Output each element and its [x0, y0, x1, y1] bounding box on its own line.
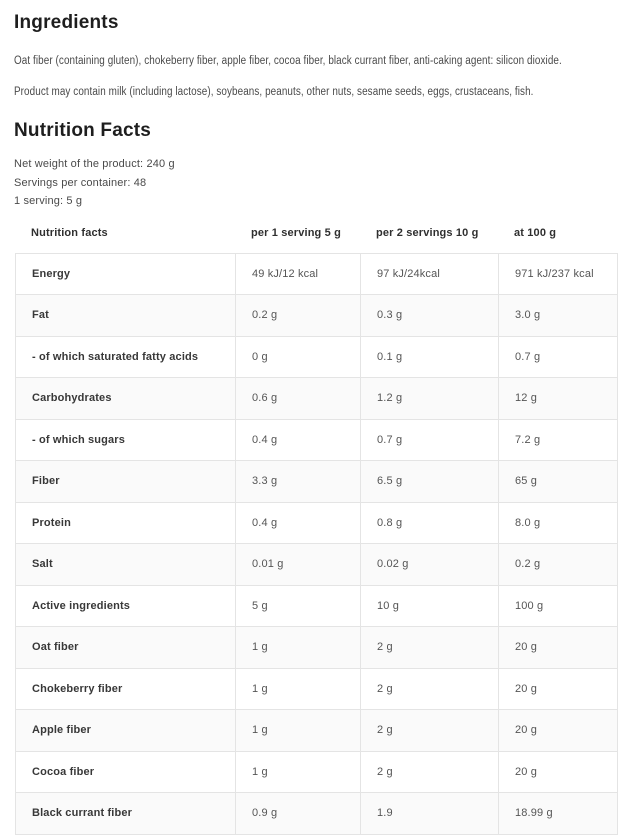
nutrition-facts-table: Energy 49 kJ/12 kcal 97 kJ/24kcal 971 kJ/23… — [15, 252, 618, 835]
serving-size-text: 1 serving: 5 g — [14, 195, 83, 207]
nutrient-label-cell: Chokeberry fiber — [15, 667, 236, 710]
nutrient-label-cell: Black currant fiber — [15, 792, 236, 834]
nutrient-value-cell: 65 g — [498, 460, 618, 502]
nutrient-label-cell: - of which saturated fatty acids — [15, 335, 236, 378]
nutrient-value-cell: 1 g — [235, 626, 361, 668]
allergen-note-text: Product may contain milk (including lact… — [14, 86, 534, 98]
nutrient-value-cell: 1.2 g — [360, 377, 499, 419]
nutrient-label-cell: Energy — [32, 267, 71, 280]
nutrient-value-cell: 10 g — [360, 584, 499, 627]
nutrient-value-cell: 0.2 g — [235, 294, 361, 336]
nutrient-label-cell: Protein — [15, 501, 236, 544]
nutrient-label-cell: Carbohydrates — [15, 377, 236, 419]
nutrient-value-cell: 0.9 g — [235, 792, 361, 834]
nutrient-value-cell: 49 kJ/12 kcal — [235, 253, 361, 295]
nutrient-value-cell: 0.4 g — [235, 501, 361, 544]
nutrient-value-cell: 97 kJ/24kcal — [360, 253, 499, 295]
nutrient-value-cell: 2 g — [360, 709, 499, 751]
nutrient-value-cell: 0.2 g — [498, 543, 618, 585]
column-header-at-100g: at 100 g — [514, 226, 557, 239]
nutrient-value-cell: 20 g — [498, 667, 618, 710]
nutrient-value-cell: 0.7 g — [360, 418, 499, 461]
nutrient-value-cell: 20 g — [498, 709, 618, 751]
nutrition-table-row: - of which saturated fatty acids 0 g 0.1 g… — [15, 335, 618, 378]
nutrient-label-cell: Oat fiber — [15, 626, 236, 668]
nutrient-value-cell: 3.0 g — [498, 294, 618, 336]
nutrient-value-cell: 0 g — [235, 335, 361, 378]
column-header-per-2-servings: per 2 servings 10 g — [376, 226, 479, 239]
nutrient-value-cell: 0.4 g — [235, 418, 361, 461]
nutrient-value-cell: 20 g — [498, 750, 618, 793]
nutrient-value-cell: 1 g — [235, 709, 361, 751]
nutrient-value-cell: 7.2 g — [498, 418, 618, 461]
nutrient-value-cell: 1 g — [235, 667, 361, 710]
nutrient-value-cell: 2 g — [360, 750, 499, 793]
nutrient-value-cell: 100 g — [498, 584, 618, 627]
nutrient-label-cell: Active ingredients — [15, 584, 236, 627]
servings-per-container-text: Servings per container: 48 — [14, 176, 147, 189]
nutrient-value-cell: 3.3 g — [235, 460, 361, 502]
nutrient-label-cell: Salt — [15, 543, 236, 585]
nutrient-value-cell: 18.99 g — [498, 792, 618, 834]
nutrient-value-cell: 6.5 g — [360, 460, 499, 502]
nutrition-table-row: Fat 0.2 g 0.3 g 3.0 g — [15, 294, 618, 336]
nutrient-label-cell: Apple fiber — [15, 709, 236, 751]
column-header-per-1-serving: per 1 serving 5 g — [251, 226, 341, 239]
ingredients-heading: Ingredients — [14, 12, 119, 33]
nutrient-value-cell: 0.1 g — [360, 335, 499, 378]
nutrition-table-header-row: Nutrition facts per 1 serving 5 g per 2 … — [15, 227, 617, 239]
nutrient-label-cell: Fiber — [15, 460, 236, 502]
nutrition-table-row: Protein 0.4 g 0.8 g 8.0 g — [15, 501, 618, 544]
nutrition-table-row: Energy 49 kJ/12 kcal 97 kJ/24kcal 971 kJ/23… — [16, 253, 618, 295]
serving-info-block: Net weight of the product: 240 g Serving… — [14, 155, 620, 211]
nutrition-table-row: Carbohydrates 0.6 g 1.2 g 12 g — [15, 377, 618, 419]
nutrient-value-cell: 0.7 g — [498, 335, 618, 378]
nutrient-value-cell: 8.0 g — [498, 501, 618, 544]
nutrient-value-cell: 20 g — [498, 626, 618, 668]
nutrition-table-row: Salt 0.01 g 0.02 g 0.2 g — [15, 543, 618, 585]
nutrition-table-row: Active ingredients 5 g 10 g 100 g — [15, 584, 618, 627]
nutrient-value-cell: 971 kJ/237 kcal — [498, 253, 618, 295]
ingredients-description-text: Oat fiber (containing gluten), chokeberr… — [14, 55, 562, 67]
nutrient-value-cell: 0.01 g — [235, 543, 361, 585]
net-weight-text: Net weight of the product: 240 g — [14, 158, 175, 170]
nutrient-value-cell: 2 g — [360, 626, 499, 668]
nutrition-table-row: - of which sugars 0.4 g 0.7 g 7.2 g — [15, 418, 618, 461]
nutrient-label-cell: Fat — [15, 294, 236, 336]
nutrient-value-cell: 2 g — [360, 667, 499, 710]
nutrition-facts-heading: Nutrition Facts — [14, 120, 152, 141]
nutrient-value-cell: 0.6 g — [235, 377, 361, 419]
nutrient-value-cell: 0.3 g — [360, 294, 499, 336]
nutrition-table-row: Black currant fiber 0.9 g 1.9 18.99 g — [15, 792, 618, 834]
nutrient-value-cell: 0.8 g — [360, 501, 499, 544]
nutrient-value-cell: 12 g — [498, 377, 618, 419]
nutrient-value-cell: 1 g — [235, 750, 361, 793]
nutrient-value-cell: 0.02 g — [360, 543, 499, 585]
column-header-nutrition-facts: Nutrition facts — [31, 226, 108, 239]
nutrition-table-row: Fiber 3.3 g 6.5 g 65 g — [15, 460, 618, 502]
nutrient-label-cell: Cocoa fiber — [15, 750, 236, 793]
nutrient-value-cell: 1.9 — [360, 792, 499, 834]
nutrient-value-cell: 5 g — [235, 584, 361, 627]
nutrient-label-cell: - of which sugars — [15, 418, 236, 461]
